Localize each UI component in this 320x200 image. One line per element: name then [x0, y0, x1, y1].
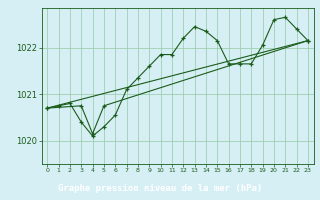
Text: Graphe pression niveau de la mer (hPa): Graphe pression niveau de la mer (hPa)	[58, 184, 262, 193]
